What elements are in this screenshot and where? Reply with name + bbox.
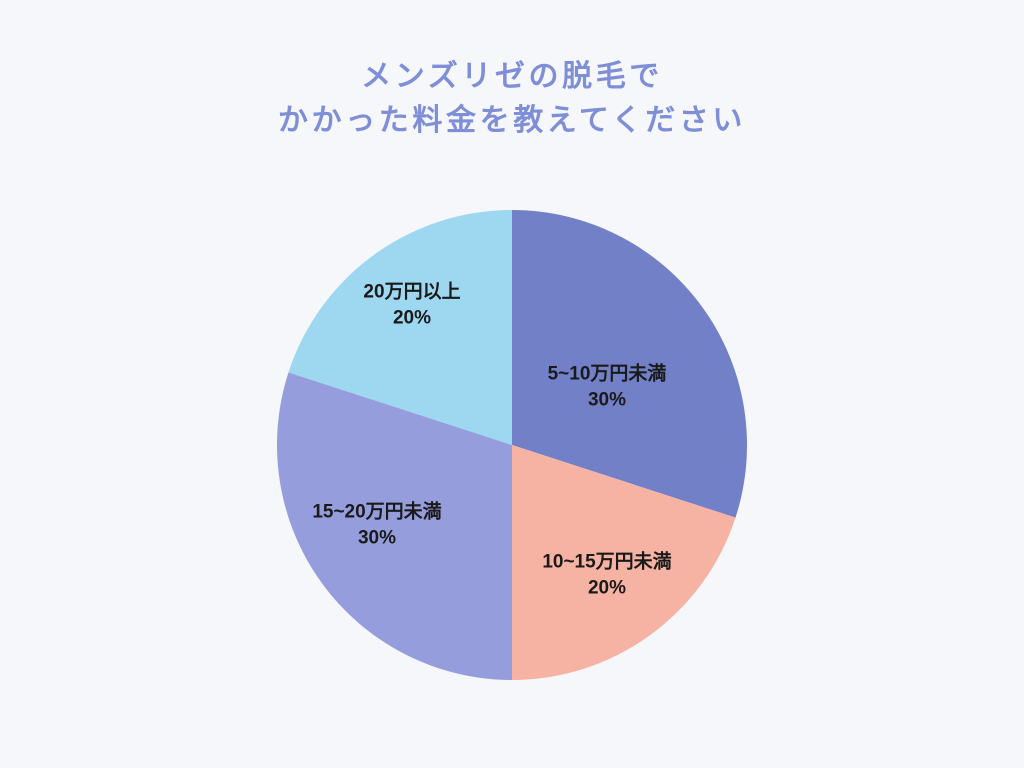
slice-label: 5~10万円未満30% <box>548 361 667 412</box>
slice-label-pct: 30% <box>312 525 441 551</box>
title-line-1: メンズリゼの脱毛で <box>361 60 663 93</box>
page-root: メンズリゼの脱毛で かかった料金を教えてください 5~10万円未満30%10~1… <box>0 0 1024 768</box>
slice-label-pct: 20% <box>542 575 671 601</box>
slice-label-text: 15~20万円未満 <box>312 499 441 525</box>
slice-label: 15~20万円未満30% <box>312 499 441 550</box>
slice-label: 20万円以上20% <box>363 279 460 330</box>
title-line-2: かかった料金を教えてください <box>278 104 746 137</box>
slice-label-text: 20万円以上 <box>363 279 460 305</box>
slice-label-text: 10~15万円未満 <box>542 549 671 575</box>
pie-chart: 5~10万円未満30%10~15万円未満20%15~20万円未満30%20万円以… <box>277 210 747 680</box>
slice-label-pct: 30% <box>548 387 667 413</box>
chart-title: メンズリゼの脱毛で かかった料金を教えてください <box>0 55 1024 142</box>
pie-svg <box>277 210 747 680</box>
slice-label-text: 5~10万円未満 <box>548 361 667 387</box>
slice-label: 10~15万円未満20% <box>542 549 671 600</box>
slice-label-pct: 20% <box>363 305 460 331</box>
